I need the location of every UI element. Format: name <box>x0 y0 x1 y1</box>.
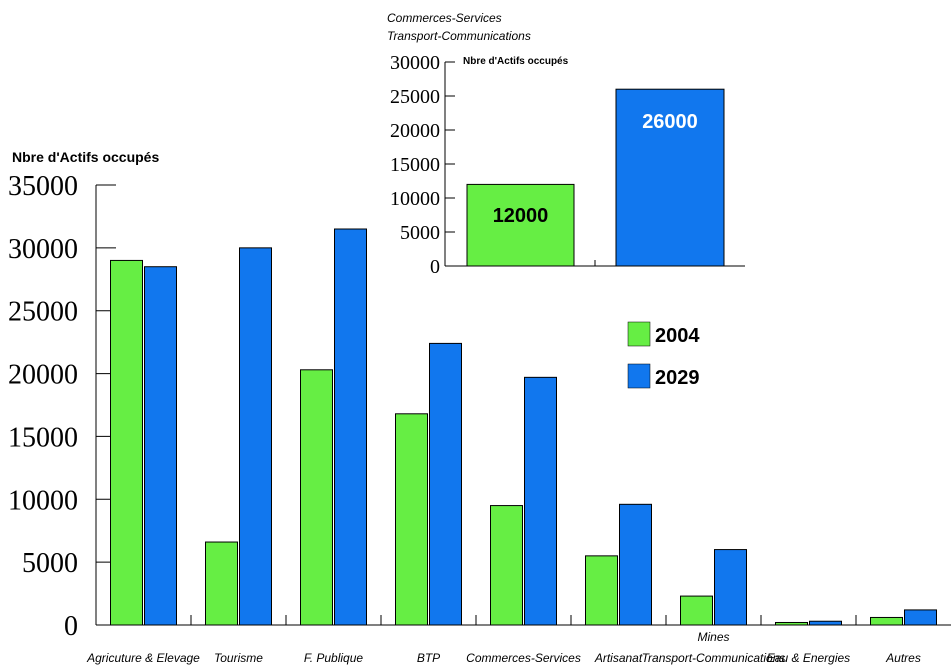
bar-2004 <box>870 616 903 626</box>
y-tick-label: 15000 <box>8 422 78 453</box>
bar-2029 <box>619 503 652 626</box>
inset-title: Commerces-Services <box>387 11 502 25</box>
bar-2029 <box>809 620 842 626</box>
bar-2004 <box>680 595 713 626</box>
bar-2029 <box>524 376 557 626</box>
main-chart: 0 5000 10000 15000 20000 25000 30000 35000 Nbre … <box>8 149 951 665</box>
legend-swatch-2004 <box>627 321 651 347</box>
x-tick-label: Mines <box>697 630 729 644</box>
x-tick-label: Autres <box>885 651 921 665</box>
bar-2029 <box>144 266 177 626</box>
y-tick-label: 0 <box>64 611 78 642</box>
bar-2029 <box>904 609 937 626</box>
bar-2004 <box>775 621 808 626</box>
inset-bar-2004 <box>466 183 575 267</box>
inset-y-tick-label: 5000 <box>400 222 440 244</box>
bar-2004 <box>490 505 523 626</box>
y-tick-label: 25000 <box>8 297 78 328</box>
bar-2004 <box>205 541 238 626</box>
inset-y-tick-label: 25000 <box>390 86 440 108</box>
inset-y-tick-label: 20000 <box>390 120 440 142</box>
bar-2029 <box>334 228 367 626</box>
x-tick-label: Transport-Communications <box>642 651 786 665</box>
inset-bar-2029 <box>615 88 725 267</box>
inset-data-label: 12000 <box>493 205 549 227</box>
x-tick-label: Artisanat <box>594 651 643 665</box>
bar-2004 <box>300 369 333 626</box>
y-tick-label: 35000 <box>8 171 78 202</box>
bar-2029 <box>714 549 747 626</box>
x-tick-label: Eau & Energies <box>767 651 850 665</box>
bar-2004 <box>110 259 143 626</box>
y-tick-label: 30000 <box>8 234 78 265</box>
inset-chart: Commerces-Services Transport-Communicatio… <box>387 11 745 278</box>
inset-y-tick-label: 0 <box>430 256 440 278</box>
inset-y-axis-label: Nbre d'Actifs occupés <box>463 56 569 67</box>
legend-label-2004: 2004 <box>655 325 700 347</box>
inset-data-label: 26000 <box>642 111 698 133</box>
legend-swatch-2029 <box>627 363 651 389</box>
y-tick-label: 10000 <box>8 485 78 516</box>
bar-2004 <box>395 413 428 626</box>
inset-title: Transport-Communications <box>387 29 531 43</box>
y-tick-label: 20000 <box>8 360 78 391</box>
legend-label-2029: 2029 <box>655 367 700 389</box>
bar-2029 <box>239 247 272 626</box>
x-tick-label: BTP <box>417 651 440 665</box>
inset-y-tick-label: 15000 <box>390 154 440 176</box>
y-axis-label: Nbre d'Actifs occupés <box>12 149 159 165</box>
y-tick-label: 5000 <box>22 548 78 579</box>
inset-y-tick-label: 30000 <box>390 52 440 74</box>
x-tick-label: F. Publique <box>304 651 363 665</box>
bar-2004 <box>585 555 618 626</box>
x-tick-label: Tourisme <box>214 651 263 665</box>
chart-legend: 2004 2029 <box>627 321 700 389</box>
inset-y-tick-label: 10000 <box>390 188 440 210</box>
bar-2029 <box>429 342 462 626</box>
x-tick-label: Commerces-Services <box>466 651 581 665</box>
x-tick-label: Agricuture & Elevage <box>86 651 200 665</box>
